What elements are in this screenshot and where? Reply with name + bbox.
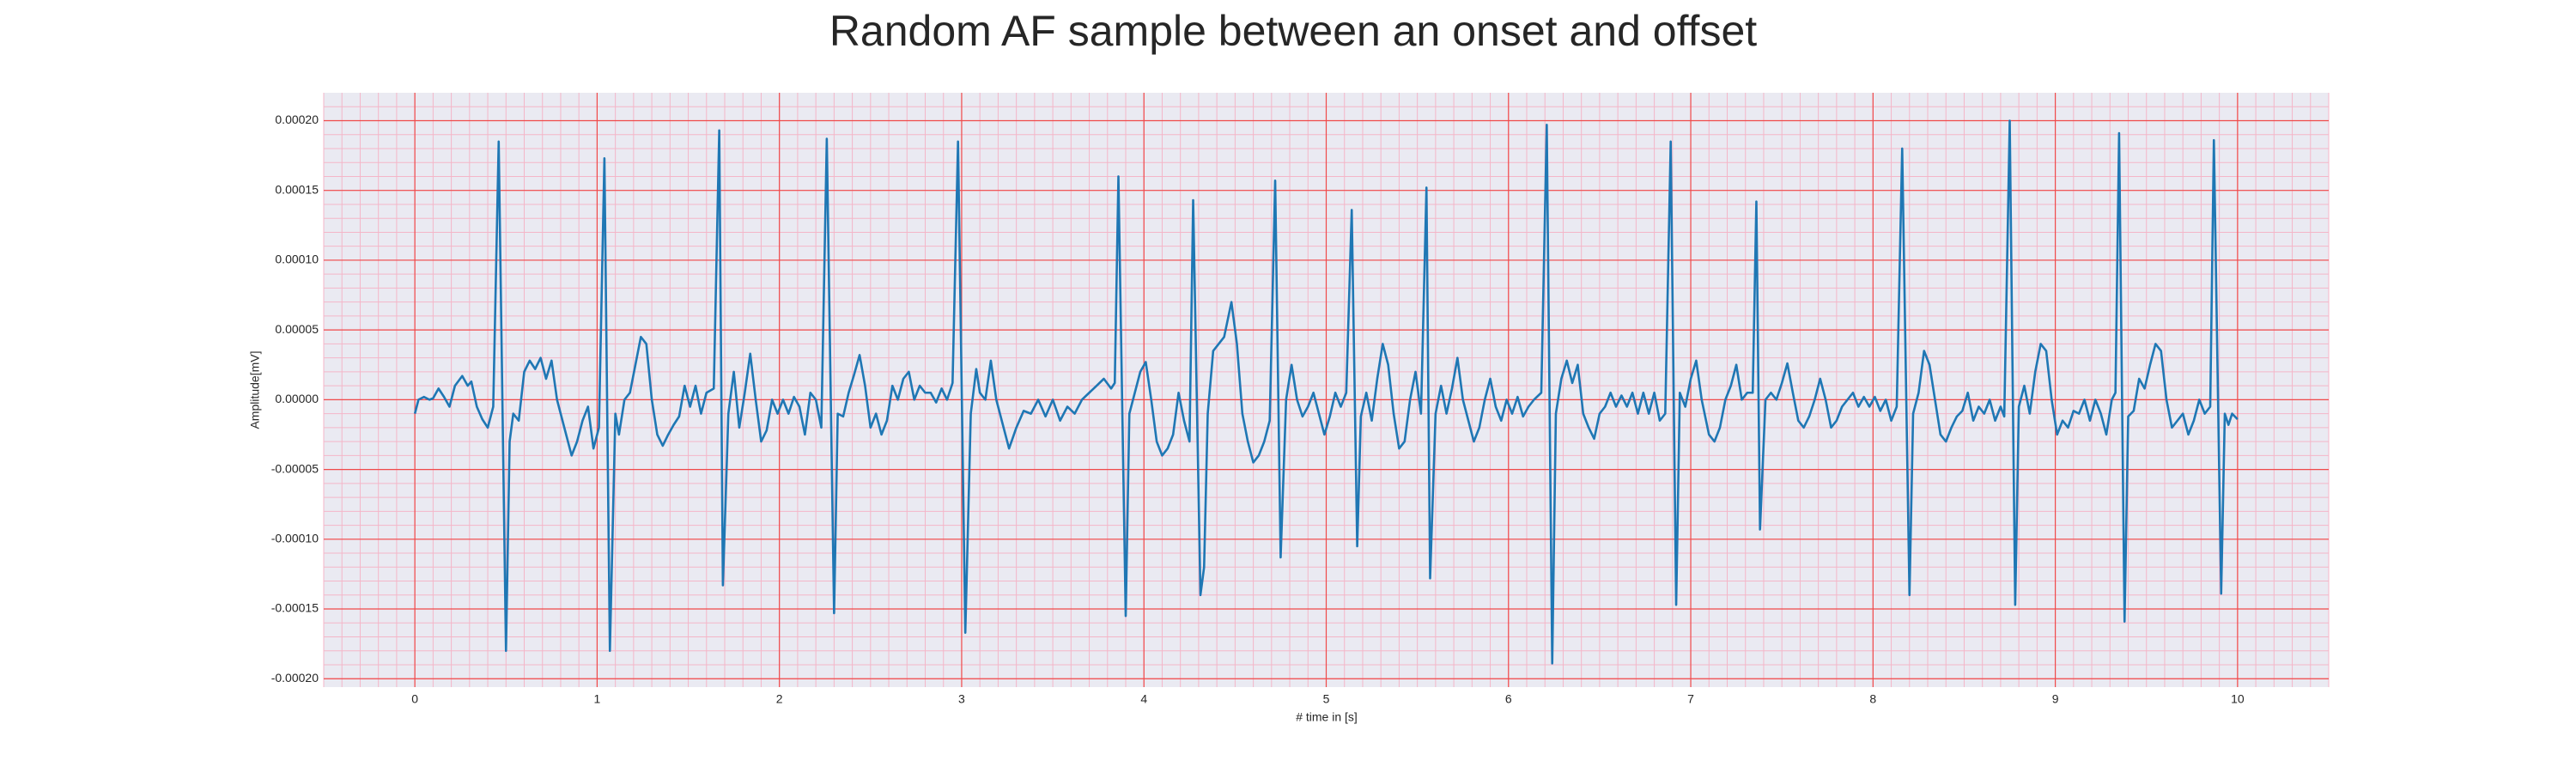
y-tick-label: 0.00010 — [275, 253, 319, 266]
chart-title: Random AF sample between an onset and of… — [829, 7, 1757, 55]
y-tick-label: 0.00015 — [275, 182, 319, 196]
x-tick-label: 5 — [1323, 692, 1330, 706]
x-tick-label: 3 — [958, 692, 965, 706]
y-tick-label: 0.00020 — [275, 113, 319, 126]
y-tick-label: 0.00005 — [275, 322, 319, 336]
y-tick-label: -0.00010 — [271, 532, 319, 545]
x-tick-label: 0 — [411, 692, 418, 706]
x-tick-label: 1 — [594, 692, 601, 706]
x-tick-label: 4 — [1140, 692, 1147, 706]
y-tick-label: 0.00000 — [275, 392, 319, 405]
x-axis-label: # time in [s] — [1296, 710, 1358, 724]
y-axis-label: Amplitude[mV] — [248, 350, 262, 429]
x-tick-label: 7 — [1687, 692, 1694, 706]
y-tick-label: -0.00015 — [271, 601, 319, 615]
x-tick-label: 6 — [1505, 692, 1512, 706]
x-tick-label: 8 — [1869, 692, 1876, 706]
x-tick-label: 10 — [2231, 692, 2245, 706]
x-tick-label: 9 — [2052, 692, 2059, 706]
signal-line — [413, 119, 2239, 665]
y-tick-label: -0.00020 — [271, 671, 319, 685]
y-tick-label: -0.00005 — [271, 461, 319, 475]
x-tick-label: 2 — [776, 692, 783, 706]
